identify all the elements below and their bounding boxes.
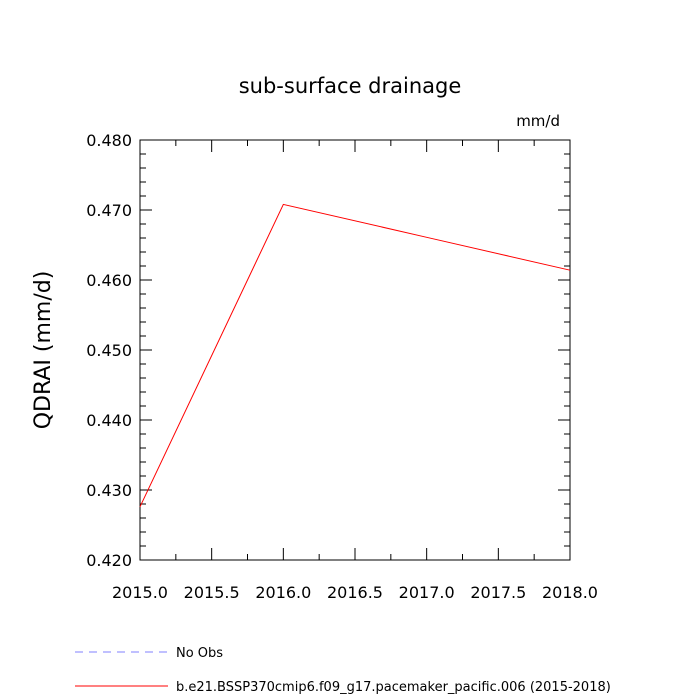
y-tick-label: 0.460 <box>86 271 132 290</box>
y-tick-label: 0.450 <box>86 341 132 360</box>
y-tick-label: 0.470 <box>86 201 132 220</box>
y-axis-label: QDRAI (mm/d) <box>31 271 56 430</box>
series-line-1 <box>139 203 571 508</box>
x-tick-label: 2016.0 <box>255 583 311 602</box>
y-tick-label: 0.420 <box>86 551 132 570</box>
x-tick-label: 2015.5 <box>184 583 240 602</box>
plot-area: 0.420 0.430 0.440 0.450 0.460 0.470 0.480 2015.… <box>86 131 598 602</box>
legend: No Obs b.e21.BSSP370cmip6.f09_g17.pacemak… <box>75 646 611 695</box>
chart-title: sub-surface drainage <box>239 74 462 98</box>
x-tick-label: 2017.0 <box>399 583 455 602</box>
legend-label: No Obs <box>176 646 223 661</box>
x-tick-label: 2017.5 <box>470 583 526 602</box>
x-tick-label: 2015.0 <box>112 583 168 602</box>
plot-frame <box>139 139 571 561</box>
units-label: mm/d <box>516 112 560 130</box>
y-tick-label: 0.440 <box>86 411 132 430</box>
x-tick-label: 2016.5 <box>327 583 383 602</box>
legend-label: b.e21.BSSP370cmip6.f09_g17.pacemaker_pac… <box>176 680 611 695</box>
x-tick-label: 2018.0 <box>542 583 598 602</box>
y-tick-label: 0.480 <box>86 131 132 150</box>
y-tick-label: 0.430 <box>86 481 132 500</box>
